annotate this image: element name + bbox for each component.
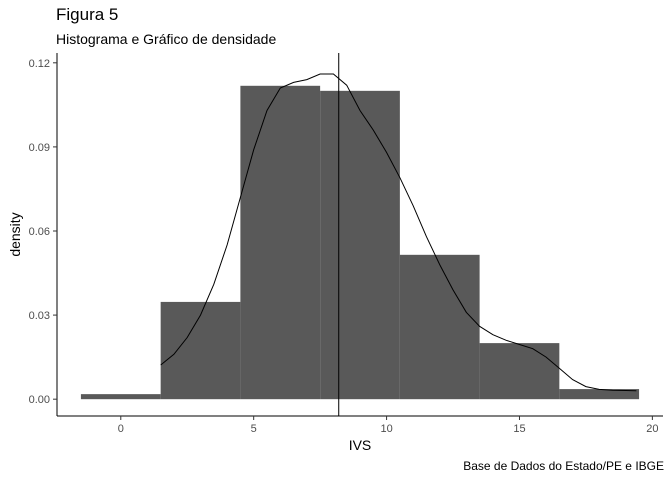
histogram-bar-1 [160,301,241,400]
axes: 0 5 10 15 20 0.00 0.03 0.06 0.09 0.12 [29,53,663,435]
x-axis-title: IVS [349,437,372,453]
x-tick-label-2: 10 [380,423,392,435]
x-tick-label-4: 20 [646,423,658,435]
chart-subtitle: Histograma e Gráfico de densidade [56,31,277,47]
y-axis-title: density [7,212,23,256]
chart-caption: Base de Dados do Estado/PE e IBGE [463,459,664,473]
x-tick-label-0: 0 [118,423,124,435]
y-tick-label-1: 0.03 [29,310,50,322]
y-tick-label-3: 0.09 [29,142,50,154]
x-tick-label-1: 5 [251,423,257,435]
histogram-bar-4 [399,254,480,400]
histogram-bar-6 [559,389,640,400]
y-tick-label-2: 0.06 [29,226,50,238]
y-tick-label-0: 0.00 [29,394,50,406]
histogram-bar-5 [479,343,560,400]
histogram-bars [80,85,640,400]
y-tick-label-4: 0.12 [29,58,50,70]
chart-title: Figura 5 [56,5,119,24]
density-curve-group [160,73,637,392]
histogram-bar-0 [80,394,161,400]
density-curve [160,73,637,392]
histogram-bar-3 [320,90,400,400]
histogram-bar-2 [240,85,321,400]
x-tick-label-3: 15 [513,423,525,435]
